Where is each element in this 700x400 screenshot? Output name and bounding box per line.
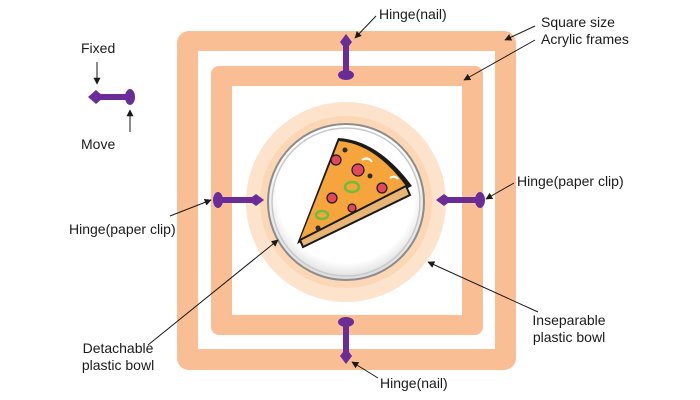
hinge-nail-top [338, 34, 354, 80]
detachable-bowl-label: Detachable plastic bowl [78, 340, 158, 374]
inseparable-bowl-label: Inseparable plastic bowl [523, 312, 615, 346]
hinge-nail-top-label: Hinge(nail) [379, 6, 447, 22]
arrow-square-frames-outer [504, 25, 536, 41]
arrow-hinge-nail-top [354, 15, 377, 39]
pizza-slice-icon [297, 138, 412, 249]
legend-move-label: Move [81, 136, 116, 152]
hinge-paper-clip-right [436, 192, 485, 208]
inseparable-line2: plastic bowl [532, 329, 606, 345]
inseparable-line1: Inseparable [532, 312, 606, 328]
detachable-bowl-rim [271, 127, 421, 277]
hinge-nail-bottom-label: Hinge(nail) [380, 375, 448, 391]
hinge-clip-right-label: Hinge(paper clip) [517, 173, 624, 189]
arrow-inseparable-bowl [427, 261, 539, 313]
square-frames-label: Square size Acrylic frames [541, 14, 629, 48]
arrow-hinge-clip-left [169, 199, 212, 217]
arrow-hinge-clip-right [485, 182, 515, 200]
legend-hinge-icon [88, 89, 135, 105]
arrow-hinge-nail-bottom [351, 361, 379, 379]
hinge-paper-clip-left [213, 192, 264, 208]
square-frames-line2: Acrylic frames [541, 31, 629, 47]
hinge-clip-left-label: Hinge(paper clip) [69, 221, 176, 237]
hinge-nail-bottom [338, 317, 354, 364]
detachable-line1: Detachable [82, 340, 154, 356]
square-frames-line1: Square size [541, 14, 615, 30]
legend-fixed-label: Fixed [81, 40, 116, 56]
arrow-square-frames-inner [463, 39, 536, 81]
arrow-detachable-bowl [147, 239, 279, 346]
detachable-line2: plastic bowl [81, 357, 155, 373]
